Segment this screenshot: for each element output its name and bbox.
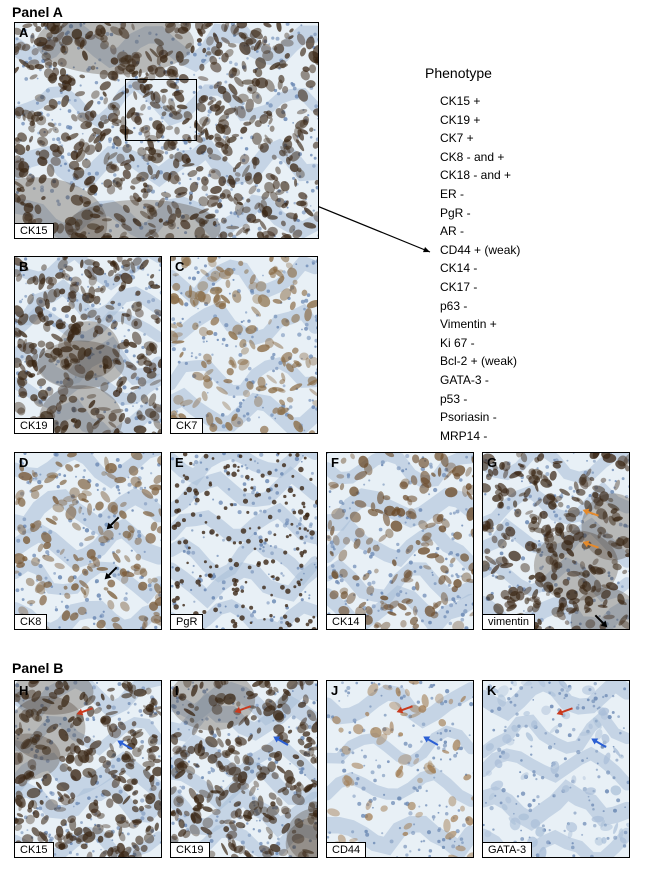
- marker-label: CK8: [15, 614, 47, 629]
- phenotype-list: CK15 +CK19 +CK7 +CK8 - and +CK18 - and +…: [440, 92, 520, 445]
- annotation-arrow-red: [554, 700, 576, 722]
- phenotype-item: CK15 +: [440, 92, 520, 111]
- micrograph-ck8: D CK8: [14, 452, 162, 630]
- phenotype-item: Ki 67 -: [440, 334, 520, 353]
- panel-b-title: Panel B: [12, 660, 63, 676]
- phenotype-heading: Phenotype: [425, 65, 492, 81]
- phenotype-item: GATA-3 -: [440, 371, 520, 390]
- marker-label: CK19: [171, 842, 210, 857]
- tissue-image: [327, 453, 474, 630]
- tissue-image: [15, 257, 162, 434]
- annotation-arrow-red: [232, 698, 254, 720]
- phenotype-item: PgR -: [440, 204, 520, 223]
- marker-label: CD44: [327, 842, 366, 857]
- micrograph-ck19: B CK19: [14, 256, 162, 434]
- subfigure-letter: A: [19, 25, 28, 40]
- annotation-arrow-blue: [114, 734, 136, 756]
- annotation-arrow-blue: [270, 730, 292, 752]
- tissue-image: [15, 453, 162, 630]
- annotation-arrow-black: [100, 562, 122, 584]
- subfigure-letter: I: [175, 683, 179, 698]
- marker-label: CK14: [327, 614, 366, 629]
- annotation-arrow-black: [102, 512, 124, 534]
- micrograph-ck15: A CK15: [14, 22, 319, 239]
- micrograph-ck7: C CK7: [170, 256, 318, 434]
- tissue-image: [171, 257, 318, 434]
- subfigure-letter: E: [175, 455, 184, 470]
- phenotype-item: CK19 +: [440, 111, 520, 130]
- micrograph-ck19: I CK19: [170, 680, 318, 858]
- phenotype-item: MRP14 -: [440, 427, 520, 446]
- phenotype-item: ER -: [440, 185, 520, 204]
- tissue-image: [483, 453, 630, 630]
- phenotype-item: p63 -: [440, 297, 520, 316]
- marker-label: PgR: [171, 614, 203, 629]
- marker-label: GATA-3: [483, 842, 532, 857]
- phenotype-item: Bcl-2 + (weak): [440, 352, 520, 371]
- annotation-arrow-blue: [588, 732, 610, 754]
- phenotype-item: Psoriasin -: [440, 408, 520, 427]
- subfigure-letter: H: [19, 683, 28, 698]
- annotation-arrow-orange: [580, 502, 602, 524]
- micrograph-gata-3: K GATA-3: [482, 680, 630, 858]
- phenotype-item: CK17 -: [440, 278, 520, 297]
- phenotype-item: CK7 +: [440, 129, 520, 148]
- subfigure-letter: D: [19, 455, 28, 470]
- phenotype-item: Vimentin +: [440, 315, 520, 334]
- phenotype-item: CK8 - and +: [440, 148, 520, 167]
- micrograph-vimentin: Gvimentin: [482, 452, 630, 630]
- annotation-arrow-orange: [580, 534, 602, 556]
- marker-label: vimentin: [483, 614, 535, 629]
- micrograph-ck15: H CK15: [14, 680, 162, 858]
- subfigure-letter: K: [487, 683, 496, 698]
- inset-rectangle: [125, 79, 197, 141]
- panel-a-title: Panel A: [12, 4, 63, 20]
- tissue-image: [171, 453, 318, 630]
- marker-label: CK15: [15, 842, 54, 857]
- subfigure-letter: C: [175, 259, 184, 274]
- phenotype-item: CK18 - and +: [440, 166, 520, 185]
- subfigure-letter: F: [331, 455, 339, 470]
- subfigure-letter: J: [331, 683, 338, 698]
- marker-label: CK19: [15, 418, 54, 433]
- micrograph-pgr: E PgR: [170, 452, 318, 630]
- phenotype-item: CD44 + (weak): [440, 241, 520, 260]
- annotation-arrow-black: [590, 610, 612, 630]
- phenotype-item: p53 -: [440, 390, 520, 409]
- marker-label: CK15: [15, 223, 54, 238]
- annotation-arrow-blue: [420, 730, 442, 752]
- phenotype-item: AR -: [440, 222, 520, 241]
- marker-label: CK7: [171, 418, 203, 433]
- subfigure-letter: G: [487, 455, 497, 470]
- subfigure-letter: B: [19, 259, 28, 274]
- annotation-arrow-red: [394, 698, 416, 720]
- phenotype-item: CK14 -: [440, 259, 520, 278]
- micrograph-ck14: F CK14: [326, 452, 474, 630]
- annotation-arrow-red: [74, 700, 96, 722]
- micrograph-cd44: J CD44: [326, 680, 474, 858]
